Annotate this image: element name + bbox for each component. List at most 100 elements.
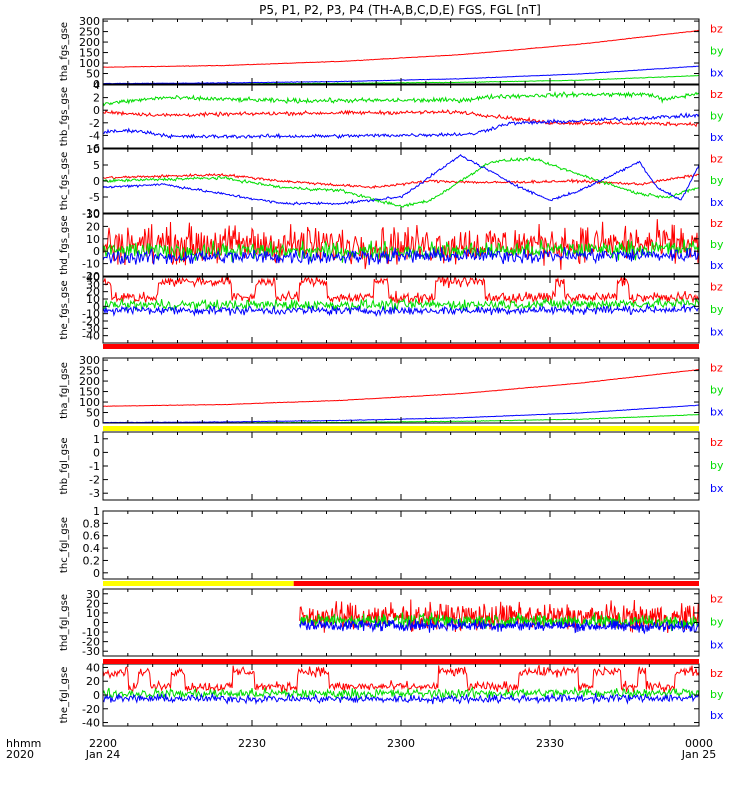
y-axis-label: thb_fgs_gse (59, 87, 70, 146)
legend-by: by (710, 459, 724, 472)
y-axis-label: the_fgl_gse (59, 667, 70, 724)
x-tick-label: 2330 (536, 737, 564, 750)
panel-frame (102, 510, 700, 580)
y-tick-label: 30 (86, 208, 100, 221)
y-tick-label: -40 (82, 717, 100, 730)
axis-row-hhmm: hhmm (6, 737, 41, 750)
series-line-bx (103, 154, 699, 206)
y-tick-label: 200 (79, 36, 100, 49)
y-tick-label: 0 (93, 689, 100, 702)
y-tick-label: -20 (82, 703, 100, 716)
y-tick-label: -20 (82, 270, 100, 283)
legend-bx: bx (710, 406, 724, 419)
x-tick-label: 2300 (387, 737, 415, 750)
legend-bz: bz (710, 361, 723, 374)
legend-by: by (710, 45, 724, 58)
legend-bx: bx (710, 259, 724, 272)
y-axis-label: thc_fgs_gse (59, 152, 70, 211)
y-tick-label: -5 (89, 191, 100, 204)
y-tick-label: 300 (79, 354, 100, 367)
y-tick-label: 30 (86, 588, 100, 601)
y-tick-label: 0 (93, 175, 100, 188)
y-tick-label: -20 (82, 636, 100, 649)
panel-frame (102, 148, 700, 214)
panel-thc_fgs_gse: -10 -5 0 5 10 thc_fgs_gse bz by bx (59, 143, 724, 220)
series-line-bz (103, 219, 699, 270)
y-tick-label: 0.2 (83, 554, 101, 567)
series-line-bx (103, 246, 699, 266)
y-tick-label: 250 (79, 365, 100, 378)
legend-by: by (710, 303, 724, 316)
series-line-bz (103, 664, 699, 694)
legend-bx: bx (710, 131, 724, 144)
y-tick-label: 50 (86, 68, 100, 81)
panel-thb_fgl_gse: -3-2-101 thb_fgl_gse bz by bx (59, 431, 724, 501)
legend-bz: bz (710, 667, 723, 680)
series-line-bx (103, 112, 699, 140)
series-line-bx (103, 302, 699, 317)
y-axis-label: thb_fgl_gse (59, 438, 70, 495)
legend-bz: bz (710, 22, 723, 35)
y-axis-label: thd_fgs_gse (59, 215, 70, 274)
axis-row-year: 2020 (6, 748, 34, 761)
y-tick-label: 0.4 (83, 542, 101, 555)
series-line-bx (103, 692, 699, 706)
status-bar-segment (293, 581, 699, 586)
series-line-bz (103, 29, 699, 68)
series-line-bz (299, 599, 699, 633)
y-tick-label: 0 (93, 245, 100, 258)
x-tick-label: 0000 (685, 737, 713, 750)
y-tick-label: 150 (79, 386, 100, 399)
legend-by: by (710, 110, 724, 123)
y-tick-label: 10 (86, 293, 100, 306)
y-tick-label: 250 (79, 26, 100, 39)
x-tick-date: Jan 25 (681, 748, 716, 761)
y-tick-label: 0 (93, 446, 100, 459)
y-axis-label: tha_fgl_gse (59, 362, 70, 419)
y-tick-label: 0.6 (83, 530, 101, 543)
series-line-bz (103, 109, 699, 128)
legend-bz: bz (710, 436, 723, 449)
series-line-bz (103, 277, 699, 305)
y-tick-label: 20 (86, 286, 100, 299)
legend-bx: bx (710, 196, 724, 209)
panel-thc_fgl_gse: 00.20.40.60.81 thc_fgl_gse (59, 505, 700, 580)
series-line-by (299, 612, 699, 632)
y-tick-label: 5 (93, 159, 100, 172)
legend-bx: bx (710, 638, 724, 651)
y-tick-label: -10 (82, 626, 100, 639)
y-tick-label: 10 (86, 233, 100, 246)
y-tick-label: 30 (86, 278, 100, 291)
y-tick-label: 0 (93, 78, 100, 91)
y-tick-label: 0 (93, 417, 100, 430)
legend-bx: bx (710, 67, 724, 80)
y-tick-label: 10 (86, 143, 100, 156)
legend-bx: bx (710, 325, 724, 338)
y-tick-label: -3 (89, 487, 100, 500)
y-tick-label: 4 (93, 79, 100, 92)
y-tick-label: -2 (89, 117, 100, 130)
y-tick-label: 0 (93, 300, 100, 313)
legend-by: by (710, 384, 724, 397)
y-tick-label: -30 (82, 322, 100, 335)
y-tick-label: 1 (93, 433, 100, 446)
y-tick-label: 50 (86, 407, 100, 420)
legend-bz: bz (710, 88, 723, 101)
status-bar-segment (103, 581, 294, 586)
y-tick-label: -2 (89, 474, 100, 487)
y-tick-label: 300 (79, 15, 100, 28)
panel-frame (102, 18, 700, 85)
legend-bx: bx (710, 709, 724, 722)
y-axis-label: tha_fgs_gse (59, 22, 70, 81)
y-tick-label: 20 (86, 597, 100, 610)
legend-bz: bz (710, 217, 723, 230)
status-bars (103, 344, 699, 664)
